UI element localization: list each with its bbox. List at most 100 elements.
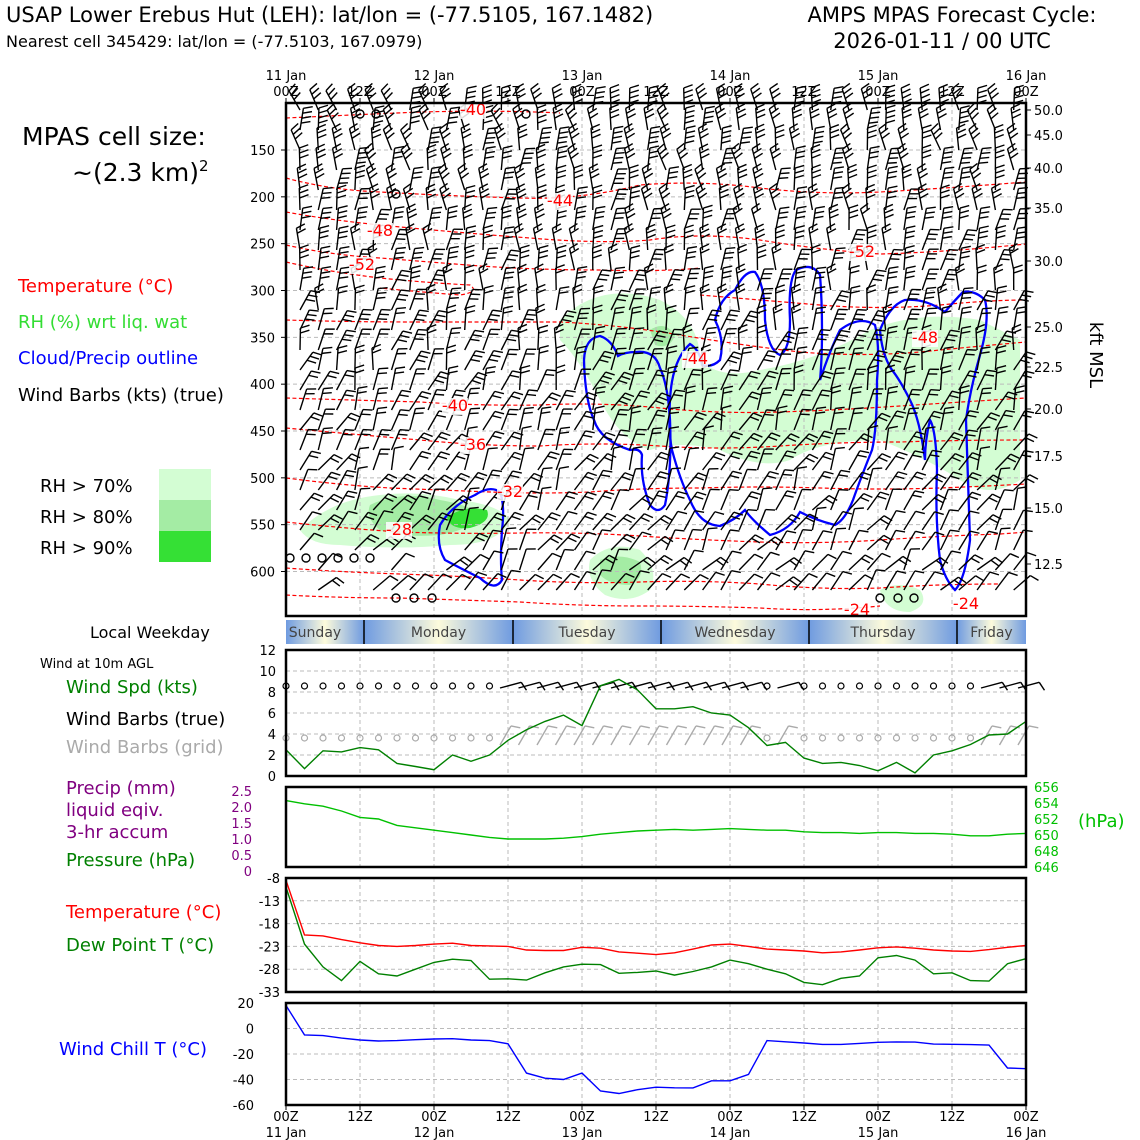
wind-barb (482, 309, 503, 331)
wind-barb (518, 389, 539, 411)
wind-barb (647, 490, 669, 511)
wind-barb (518, 147, 536, 171)
calm-circle-grid (874, 734, 882, 742)
wind-barb (500, 84, 512, 111)
panel-frame (284, 876, 1028, 994)
precip-ytick-label: 0.5 (231, 849, 252, 864)
weekday-cell (661, 620, 809, 644)
wind-barb (958, 204, 970, 231)
calm-circle (374, 682, 383, 690)
contour-label-bg (349, 257, 375, 274)
wind-barb (683, 574, 709, 591)
wind-barb (720, 369, 740, 391)
wind-barb (811, 506, 827, 531)
wind-barb (572, 283, 583, 311)
wind-barb (390, 409, 410, 431)
wind-barb (628, 367, 645, 391)
wind-barb (336, 453, 361, 471)
wind-barb (921, 426, 936, 451)
calm-circle (391, 189, 401, 199)
wind-barb (464, 184, 476, 211)
calm-circle-grid (485, 734, 494, 742)
wind-barb (775, 367, 792, 391)
calm-circle-grid (948, 734, 956, 742)
wind-barb (903, 265, 916, 291)
wind-barb (518, 490, 541, 511)
wind-barb (738, 468, 757, 491)
wind-barb (573, 531, 597, 551)
wind-barb (513, 222, 524, 251)
wind-barb (830, 308, 848, 331)
wind-barb (425, 183, 437, 211)
wind-barb (500, 226, 515, 251)
wind-barb (903, 205, 917, 231)
wind-barb (775, 331, 798, 351)
wind-barb (500, 569, 521, 591)
temperature-contour-labels: -40 -44 -48 -52 -52 -44 -48 -40 -36 -32 -28 -24 -24 (349, 100, 979, 619)
wind-ytick-label: 2 (268, 749, 276, 764)
wind-barb (464, 225, 477, 251)
calm-circle-grid (393, 734, 401, 742)
wind-barb (402, 182, 415, 211)
wind-barb (884, 248, 904, 271)
wind-barb (756, 387, 773, 411)
wind-barb (903, 188, 921, 211)
wind-barb (364, 142, 377, 171)
wind-barb (592, 269, 612, 291)
wind-barb (935, 103, 947, 131)
temp-ytick-label: -28 (259, 963, 280, 978)
contour-label: -32 (497, 482, 523, 501)
weekday-cells: Sunday Monday Tuesday Wednesday Thursday Frid… (286, 620, 1026, 644)
wind-barb (866, 106, 882, 131)
wind-barb (628, 428, 647, 451)
temperature-contour (285, 594, 881, 611)
wind-barb (775, 389, 795, 411)
wind-barb (317, 552, 342, 571)
wind-speed-line (285, 678, 1027, 774)
wind-barb (976, 556, 1004, 571)
wind-barb (317, 104, 329, 131)
wind-barb (555, 244, 567, 271)
bottom-hour-label: 00Z (1013, 1110, 1039, 1125)
calm-circle (371, 109, 381, 119)
wind-barb (335, 310, 357, 331)
wind-barb (445, 365, 459, 391)
wind-barb (427, 488, 445, 511)
precip-ytick-label: 1.0 (231, 833, 252, 848)
wind-barb (640, 182, 653, 211)
wind-barb (500, 391, 524, 411)
wind-barb (519, 573, 545, 591)
wind-barb (793, 513, 819, 531)
wind-barb (701, 467, 719, 491)
wind-barb (500, 305, 514, 331)
wind-barb (354, 328, 372, 351)
wind-barb (530, 82, 542, 111)
calm-circle (800, 682, 808, 690)
windchill-panel: 20 0 -20 -40 -60 (233, 997, 1028, 1114)
wind-barb (811, 494, 838, 511)
wind-barb (364, 82, 377, 111)
wind-barb (756, 324, 767, 351)
wind-barb (386, 183, 398, 211)
temperature-contour (285, 521, 1027, 544)
wind-barb (665, 426, 680, 451)
contour-label: -40 (442, 396, 468, 415)
wind-barb (464, 350, 485, 371)
wind-barb (592, 184, 603, 211)
wind-barb-sfc-grid (628, 725, 650, 746)
wind-barb (646, 304, 657, 331)
wind-barb (610, 371, 634, 391)
wind-barb (756, 409, 776, 431)
bottom-hour-label: 12Z (939, 1110, 965, 1125)
temp-series-line (285, 880, 1027, 956)
wind-barb (720, 125, 732, 151)
wind-barb (716, 283, 728, 311)
wind-barb (994, 208, 1013, 231)
wind-barb (592, 304, 603, 331)
contour-label: -40 (460, 100, 486, 119)
wind-barb (628, 467, 646, 491)
weekday-bar: Local Weekday Sunday Monday Tuesday Wednesd… (90, 620, 1026, 644)
calm-circle-grid (855, 734, 864, 742)
wind-ytick-label: 0 (268, 770, 276, 785)
wind-barb (478, 183, 490, 211)
